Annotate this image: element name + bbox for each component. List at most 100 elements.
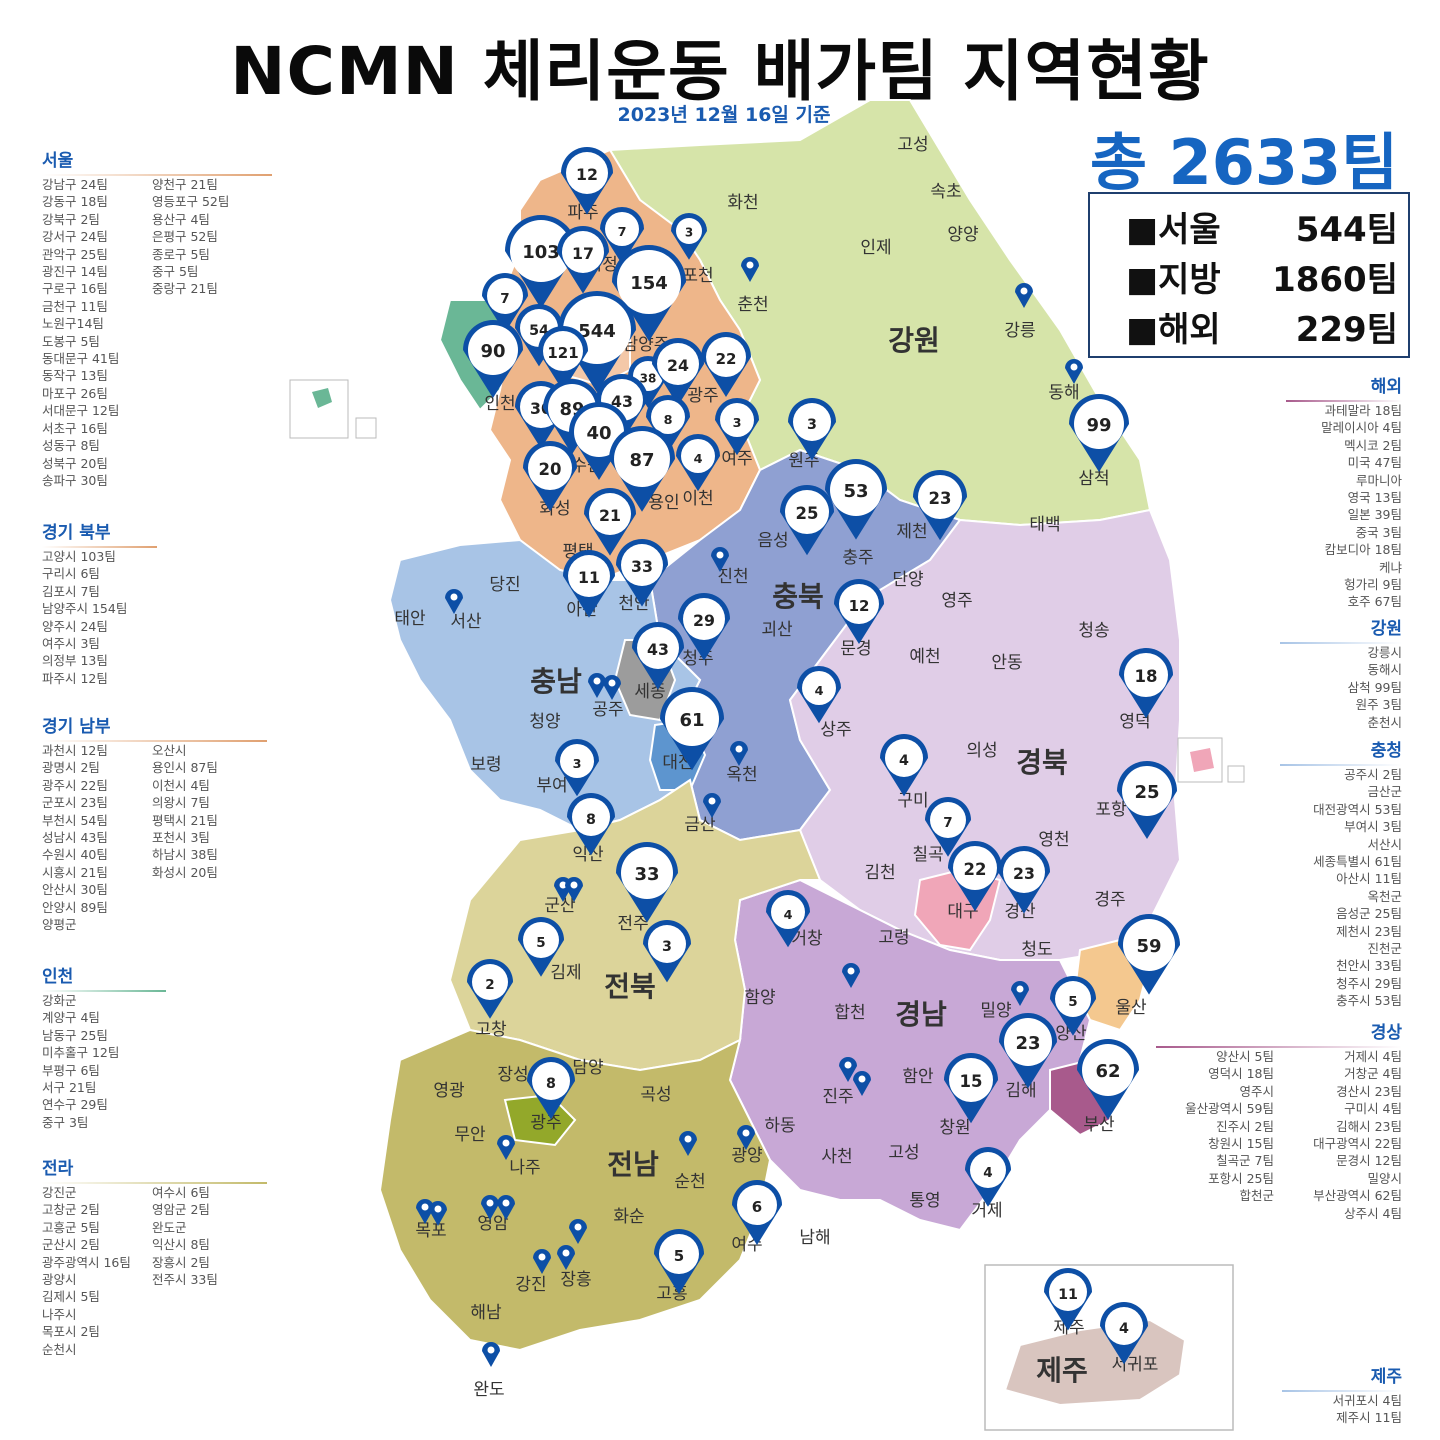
team-count-pin[interactable]: 90 [463,320,523,398]
team-count-pin[interactable]: 11 [563,550,615,618]
team-count-pin[interactable]: 3 [715,398,759,456]
legend-item: 강릉시 [1367,645,1402,660]
location-pin-icon[interactable] [1015,283,1033,308]
team-count-pin[interactable]: 4 [880,734,928,797]
place-label: 곡성 [640,1085,671,1105]
team-count-pin[interactable]: 7 [600,207,644,265]
team-count-pin[interactable]: 154 [612,245,686,342]
location-pin-icon[interactable] [482,1342,500,1367]
team-count-pin[interactable]: 4 [676,433,721,492]
location-pin-dot [858,1075,866,1083]
team-count-pin[interactable]: 24 [652,338,704,406]
team-count-pin[interactable]: 7 [925,797,971,857]
team-count-pin[interactable]: 5 [1050,976,1096,1036]
team-count-pin[interactable]: 61 [660,687,724,771]
team-count-pin[interactable]: 3 [671,213,707,260]
pin-badge [1074,399,1124,449]
team-count-pin[interactable]: 25 [780,485,834,556]
location-pin-icon[interactable] [741,257,759,282]
location-pin-icon[interactable] [703,793,721,818]
legend-list: 공주시 2팀 금산군 대전광역시 53팀 부여시 3팀 서산시 세종특별시 61팀 아산시 … [1280,766,1402,1010]
team-count-pin[interactable]: 23 [913,470,967,541]
team-count-pin[interactable]: 99 [1069,394,1129,472]
team-count-pin[interactable]: 6 [732,1180,782,1245]
team-count-pin[interactable]: 12 [834,579,884,644]
team-count-pin[interactable]: 53 [825,459,887,540]
location-pin-icon[interactable] [711,547,729,572]
team-count-pin[interactable]: 25 [1117,761,1177,839]
team-count-pin[interactable]: 29 [678,593,730,661]
team-count-pin[interactable]: 103 [505,215,577,309]
legend-column: 강화군 계양구 4팀 남동구 25팀 미추홀구 12팀 부평구 6팀 서구 21팀 연수구 … [42,992,166,1131]
pin-badge [665,692,719,746]
location-pin-icon[interactable] [533,1249,551,1274]
location-pin-icon[interactable] [603,675,621,700]
location-pin-icon[interactable] [481,1195,499,1220]
legend-item: 거창군 4팀 [1344,1066,1402,1082]
location-pin-icon[interactable] [497,1135,515,1160]
team-count-pin[interactable]: 8 [646,395,690,453]
location-pin-icon[interactable] [565,877,583,902]
legend-item: 호주 67팀 [1347,594,1402,610]
location-pin-icon[interactable] [1065,359,1083,384]
team-count-pin[interactable]: 5 [654,1229,704,1294]
team-count-pin[interactable]: 121 [538,325,589,391]
team-count-pin[interactable]: 3 [555,739,599,797]
legend-item: 김포시 7팀 [42,583,100,599]
team-count-pin[interactable]: 2 [467,959,513,1019]
pin-badge [683,598,725,640]
legend-gyeonggi-south: 경기 남부 과천시 12팀 광명시 2팀 광주시 22팀 군포시 23팀 부천시 54팀… [42,712,267,933]
team-count-pin[interactable]: 33 [616,539,668,607]
team-count-pin[interactable]: 3 [643,920,691,983]
location-pin-dot [434,1205,442,1213]
team-count-pin[interactable]: 4 [1100,1302,1148,1365]
location-pin-icon[interactable] [1011,981,1029,1006]
team-count-pin[interactable]: 21 [584,488,636,556]
team-count-pin[interactable]: 43 [632,622,684,690]
location-pin-icon[interactable] [737,1125,755,1150]
team-count-pin[interactable]: 40 [569,402,629,480]
location-pin-icon[interactable] [445,589,463,614]
location-pin-icon[interactable] [730,741,748,766]
team-count-pin[interactable]: 4 [965,1147,1011,1207]
team-count-pin[interactable]: 87 [609,426,675,512]
location-pin-icon[interactable] [588,673,606,698]
team-count-pin[interactable]: 23 [998,846,1050,914]
team-count-pin[interactable]: 12 [561,147,613,215]
location-pin-icon[interactable] [429,1201,447,1226]
team-count-pin[interactable]: 8 [527,1057,575,1120]
location-pin-icon[interactable] [839,1057,857,1082]
team-count-pin[interactable]: 22 [701,332,751,397]
legend-item: 강진군 [42,1185,77,1200]
team-count-pin[interactable]: 22 [948,841,1002,912]
team-count-pin[interactable]: 4 [797,666,841,724]
location-pin-dot [1070,363,1078,371]
pin-badge [930,802,966,838]
pin-count: 4 [983,1165,992,1181]
location-pin-icon[interactable] [416,1199,434,1224]
team-count-pin[interactable]: 15 [944,1053,998,1124]
team-count-pin[interactable]: 33 [616,842,678,923]
location-pin-icon[interactable] [557,1245,575,1270]
legend-item: 김제시 5팀 [42,1289,100,1305]
team-count-pin[interactable]: 11 [1044,1268,1092,1331]
location-pin-icon[interactable] [569,1219,587,1244]
team-count-pin[interactable]: 17 [557,226,609,294]
team-count-pin[interactable]: 20 [523,441,577,512]
team-count-pin[interactable]: 23 [999,1013,1057,1089]
team-count-pin[interactable]: 5 [518,917,564,977]
location-pin-icon[interactable] [497,1195,515,1220]
location-pin-icon[interactable] [842,963,860,988]
team-count-pin[interactable]: 18 [1119,648,1173,719]
location-pin-icon[interactable] [853,1071,871,1096]
team-count-pin[interactable]: 59 [1118,914,1180,995]
team-count-pin[interactable]: 7 [482,273,528,333]
team-count-pin[interactable]: 4 [766,890,810,948]
island-inset-4 [1227,765,1245,783]
legend-item: 완도군 [152,1219,187,1235]
location-pin-icon[interactable] [679,1131,697,1156]
team-count-pin[interactable]: 62 [1077,1039,1139,1120]
legend-item: 강남구 24팀 [42,177,108,192]
team-count-pin[interactable]: 8 [567,793,615,856]
team-count-pin[interactable]: 3 [788,398,836,461]
